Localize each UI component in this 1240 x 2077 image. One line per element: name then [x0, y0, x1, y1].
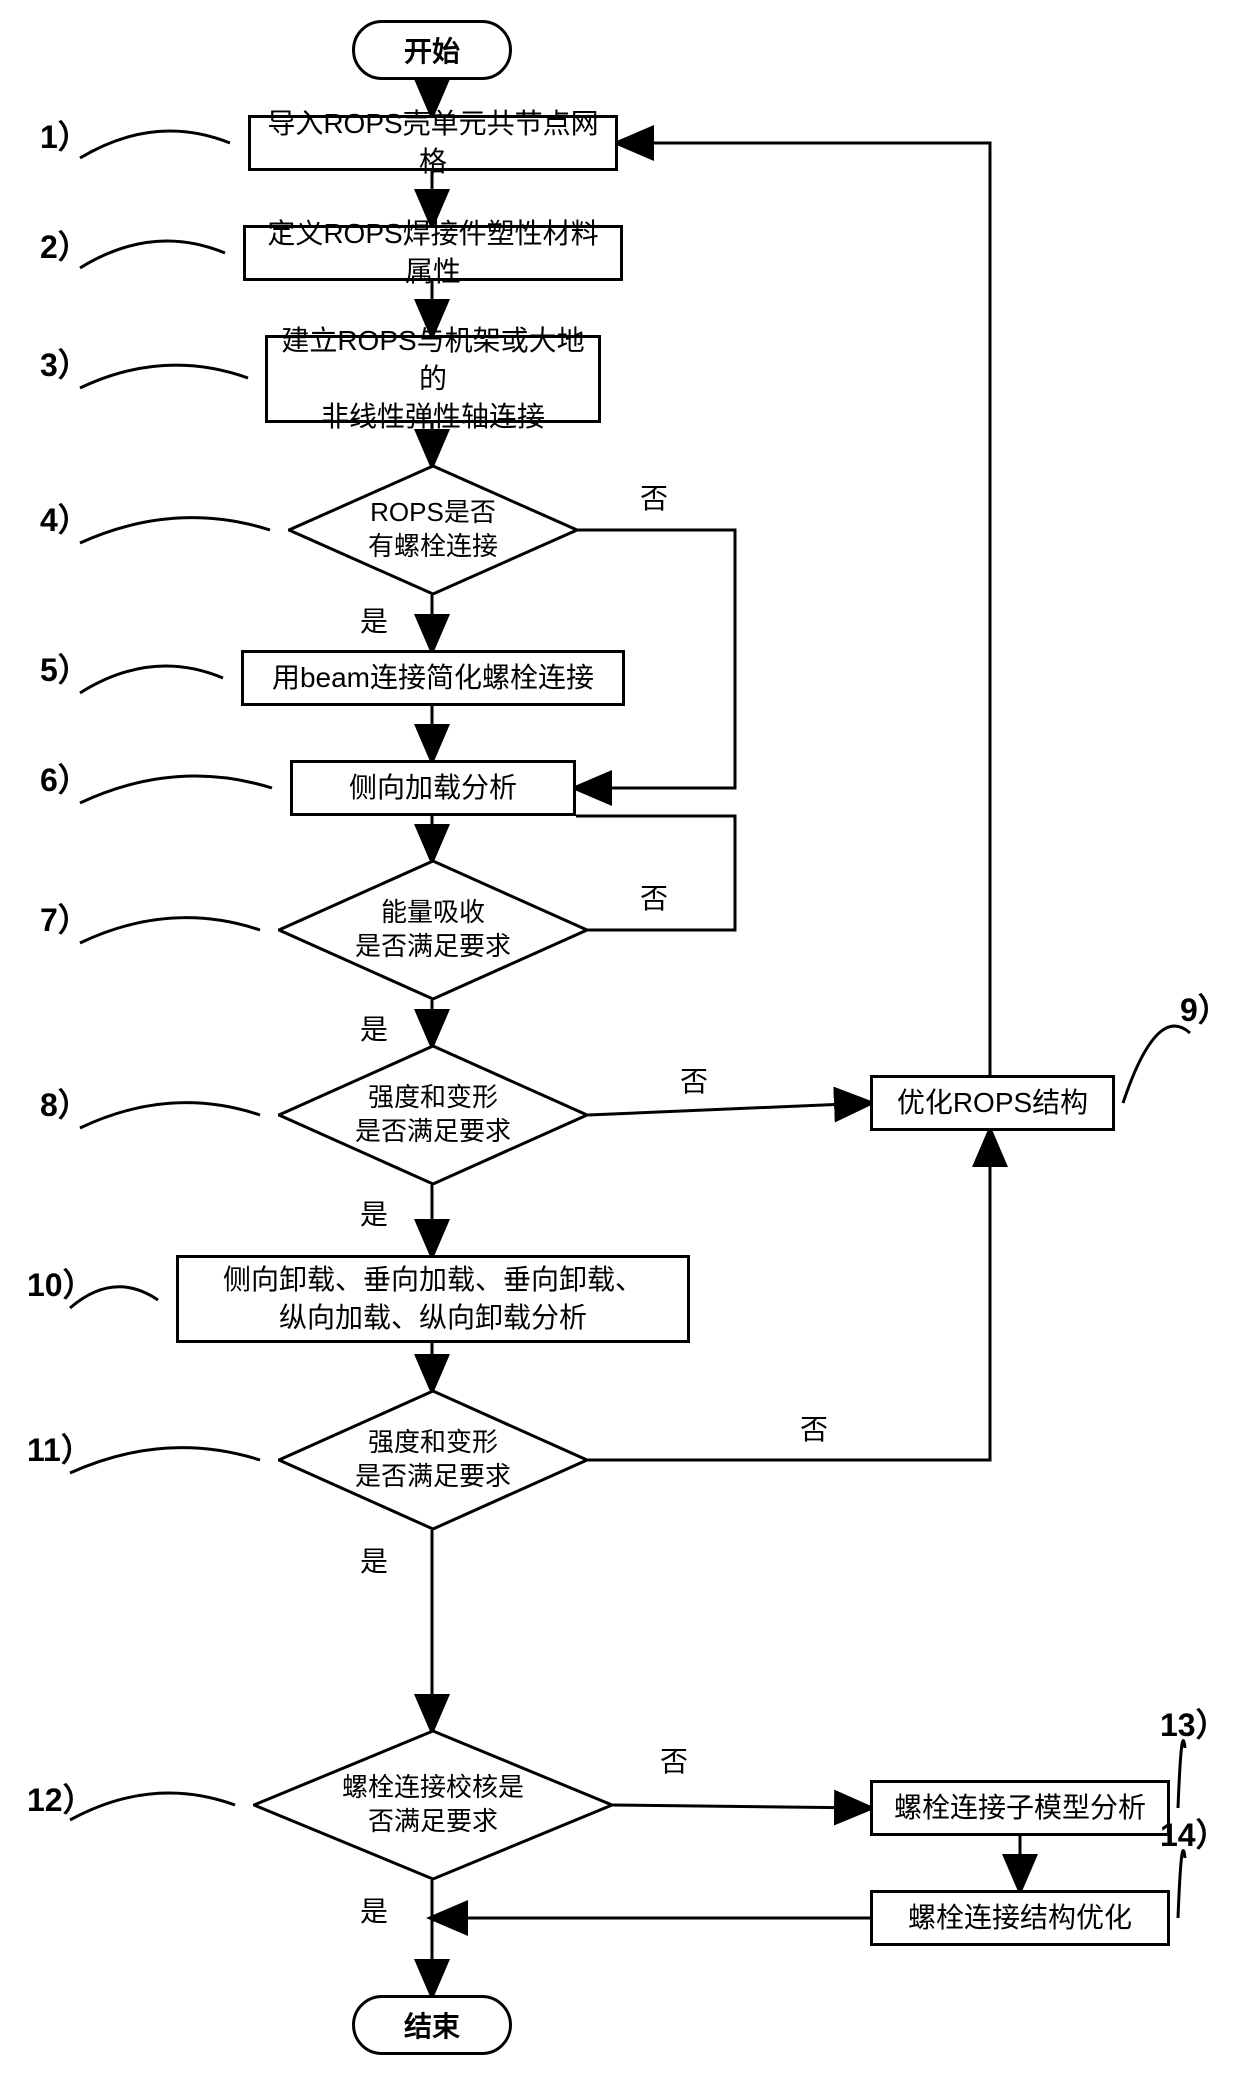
step-callout-14: 14）: [1160, 1810, 1228, 1856]
edge-label-d8-no: 否: [680, 1060, 708, 1100]
edge-label-d4-no: 否: [640, 477, 668, 517]
process-5: 用beam连接简化螺栓连接: [241, 650, 625, 706]
decision-7: 能量吸收是否满足要求: [278, 860, 588, 1000]
process-1-label: 导入ROPS壳单元共节点网格: [261, 105, 605, 181]
edge-label-d8-yes: 是: [360, 1193, 388, 1233]
edge-label-d4-yes: 是: [360, 600, 388, 640]
step-callout-10: 10）: [27, 1260, 95, 1306]
terminator-start: 开始: [352, 20, 512, 80]
terminator-start-label: 开始: [404, 30, 460, 70]
process-6: 侧向加载分析: [290, 760, 576, 816]
edge-label-d7-no: 否: [640, 877, 668, 917]
process-3-label: 建立ROPS与机架或大地的非线性弹性轴连接: [278, 322, 588, 435]
step-callout-9: 9）: [1180, 985, 1230, 1031]
step-callout-7: 7）: [40, 895, 90, 941]
step-callout-12: 12）: [27, 1775, 95, 1821]
edge-label-d11-no: 否: [800, 1408, 828, 1448]
d7-label: 能量吸收是否满足要求: [278, 860, 588, 1000]
step-callout-2: 2）: [40, 222, 90, 268]
process-10: 侧向卸载、垂向加载、垂向卸载、纵向加载、纵向卸载分析: [176, 1255, 690, 1343]
edge-label-d7-yes: 是: [360, 1008, 388, 1048]
process-2: 定义ROPS焊接件塑性材料属性: [243, 225, 623, 281]
d4-label: ROPS是否有螺栓连接: [288, 465, 578, 595]
process-13: 螺栓连接子模型分析: [870, 1780, 1170, 1836]
step-callout-8: 8）: [40, 1080, 90, 1126]
step-callout-3: 3）: [40, 340, 90, 386]
d8-label: 强度和变形是否满足要求: [278, 1045, 588, 1185]
terminator-end: 结束: [352, 1995, 512, 2055]
process-14: 螺栓连接结构优化: [870, 1890, 1170, 1946]
flowchart-canvas: 开始 结束 导入ROPS壳单元共节点网格 定义ROPS焊接件塑性材料属性 建立R…: [0, 0, 1240, 2077]
decision-8: 强度和变形是否满足要求: [278, 1045, 588, 1185]
step-callout-13: 13）: [1160, 1700, 1228, 1746]
process-9: 优化ROPS结构: [870, 1075, 1115, 1131]
step-callout-6: 6）: [40, 755, 90, 801]
decision-11: 强度和变形是否满足要求: [278, 1390, 588, 1530]
decision-12: 螺栓连接校核是否满足要求: [253, 1730, 613, 1880]
process-14-label: 螺栓连接结构优化: [908, 1899, 1132, 1937]
connector-layer: [0, 0, 1240, 2077]
decision-4: ROPS是否有螺栓连接: [288, 465, 578, 595]
step-callout-11: 11）: [27, 1425, 93, 1471]
process-6-label: 侧向加载分析: [349, 769, 517, 807]
step-callout-4: 4）: [40, 495, 90, 541]
process-3: 建立ROPS与机架或大地的非线性弹性轴连接: [265, 335, 601, 423]
d12-label: 螺栓连接校核是否满足要求: [253, 1730, 613, 1880]
process-10-label: 侧向卸载、垂向加载、垂向卸载、纵向加载、纵向卸载分析: [223, 1261, 643, 1337]
process-2-label: 定义ROPS焊接件塑性材料属性: [256, 215, 610, 291]
step-callout-1: 1）: [40, 112, 90, 158]
edge-label-d12-no: 否: [660, 1740, 688, 1780]
process-13-label: 螺栓连接子模型分析: [894, 1789, 1146, 1827]
terminator-end-label: 结束: [404, 2005, 460, 2045]
edge-label-d11-yes: 是: [360, 1540, 388, 1580]
edge-label-d12-yes: 是: [360, 1890, 388, 1930]
d11-label: 强度和变形是否满足要求: [278, 1390, 588, 1530]
process-9-label: 优化ROPS结构: [897, 1084, 1088, 1122]
process-1: 导入ROPS壳单元共节点网格: [248, 115, 618, 171]
process-5-label: 用beam连接简化螺栓连接: [272, 659, 594, 697]
step-callout-5: 5）: [40, 645, 90, 691]
